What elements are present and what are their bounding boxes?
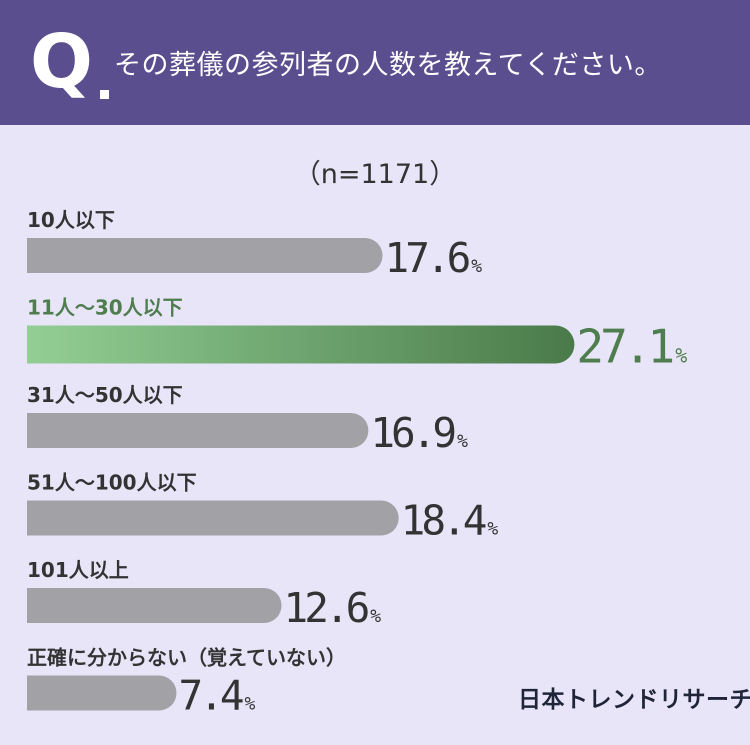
q-letter: Q [30,19,93,105]
value-label: 27.1% [576,320,687,374]
bar [27,588,282,623]
value-label: 12.6% [284,584,382,632]
bar [27,238,383,273]
value-label: 7.4% [178,672,255,720]
question-header: Q その葬儀の参列者の人数を教えてください。 [0,0,750,125]
value-label: 16.9% [370,409,468,457]
sample-size: （n=1171） [293,159,457,190]
bar [27,500,399,536]
brand-logo: 日本トレンドリサーチ [518,687,750,713]
category-label: 31人～50人以下 [27,383,183,407]
question-text: その葬儀の参列者の人数を教えてください。 [114,50,662,81]
category-label: 51人～100人以下 [27,471,197,495]
bar-highlight [27,325,575,364]
category-label: 10人以下 [27,208,115,232]
category-label: 正確に分からない（覚えていない） [27,646,346,670]
q-dot [100,90,109,99]
bar [27,413,369,448]
value-label: 17.6% [385,234,483,282]
bar [27,675,177,711]
category-label: 11人～30人以下 [27,296,183,320]
value-label: 18.4% [401,497,499,545]
category-label: 101人以上 [27,558,129,582]
